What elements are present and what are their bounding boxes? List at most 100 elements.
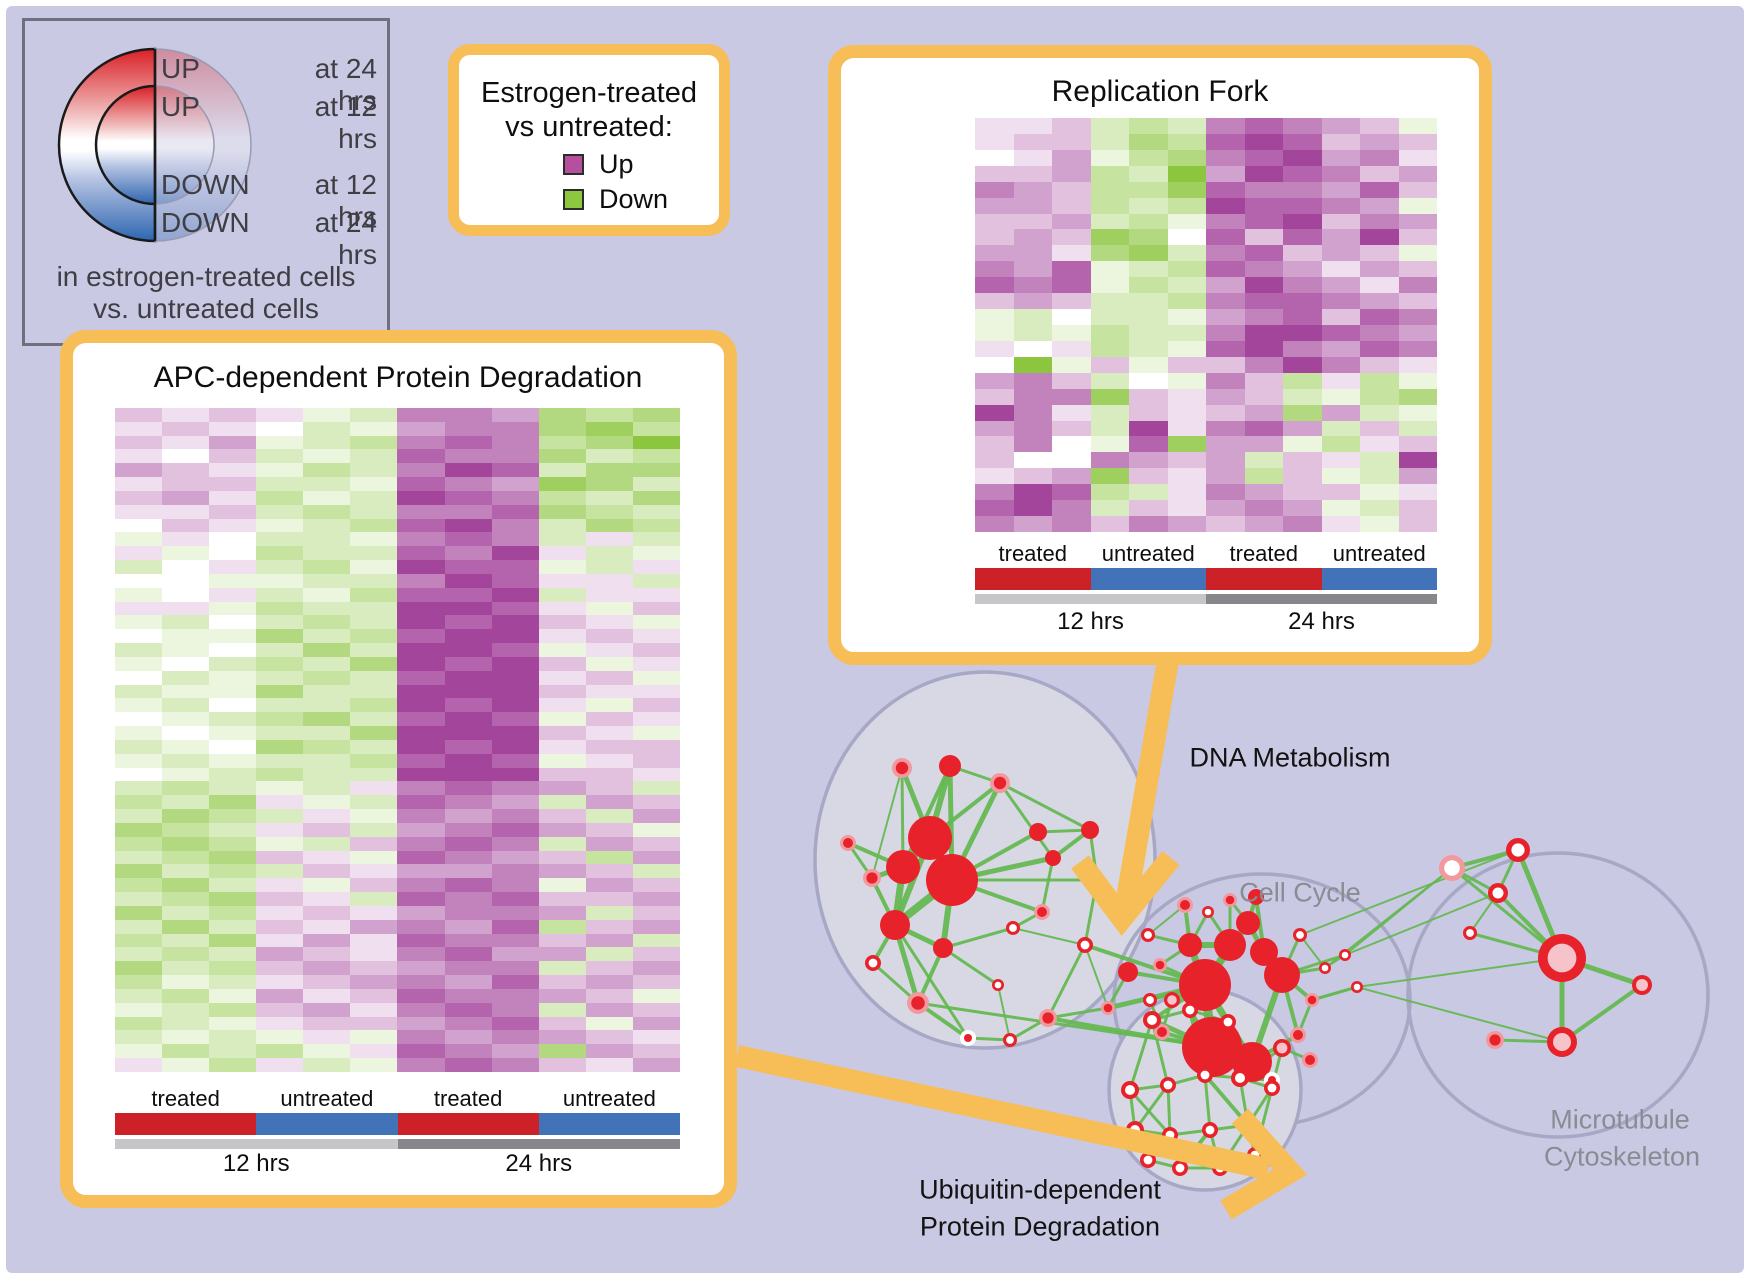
heatmap-cell bbox=[1167, 388, 1206, 405]
heatmap-cell bbox=[1244, 468, 1283, 485]
node-circle bbox=[1009, 924, 1017, 932]
heatmap-cell bbox=[1283, 181, 1322, 198]
heatmap-cell bbox=[585, 809, 633, 823]
network-edge bbox=[1560, 983, 1644, 1044]
network-edge bbox=[997, 984, 1011, 1041]
heatmap-cell bbox=[491, 753, 539, 768]
rf-time-bars bbox=[975, 594, 1437, 604]
heatmap-cell bbox=[303, 988, 351, 1003]
heatmap-cell bbox=[350, 850, 398, 865]
heatmap-cell bbox=[350, 560, 398, 574]
heatmap-cell bbox=[115, 988, 163, 1003]
heatmap-cell bbox=[162, 490, 210, 505]
heatmap-cell bbox=[162, 1016, 210, 1031]
heatmap-cell bbox=[1283, 372, 1322, 389]
heatmap-cell bbox=[1129, 468, 1168, 485]
heatmap-cell bbox=[1360, 181, 1399, 198]
heatmap-cell bbox=[256, 739, 304, 754]
heatmap-cell bbox=[1090, 149, 1129, 166]
heatmap-cell bbox=[397, 1016, 445, 1031]
heatmap-cell bbox=[209, 615, 257, 630]
heatmap-cell bbox=[162, 435, 210, 450]
heatmap-cell bbox=[491, 1058, 539, 1072]
heatmap-cell bbox=[303, 1044, 351, 1059]
heatmap-cell bbox=[1129, 404, 1168, 421]
node-circle bbox=[1029, 823, 1047, 841]
network-node bbox=[1214, 929, 1246, 961]
heatmap-cell bbox=[1013, 452, 1052, 469]
heatmap-cell bbox=[491, 933, 539, 948]
heatmap-cell bbox=[1052, 340, 1091, 357]
condition-label: untreated bbox=[1101, 541, 1195, 566]
heatmap-cell bbox=[303, 822, 351, 837]
time-color-bar bbox=[1206, 594, 1437, 604]
heatmap-cell bbox=[397, 975, 445, 989]
heatmap-cell bbox=[491, 656, 539, 671]
heatmap-cell bbox=[256, 905, 304, 920]
heatmap-cell bbox=[162, 878, 210, 893]
heatmap-cell bbox=[1283, 309, 1322, 325]
heatmap-cell bbox=[1090, 133, 1129, 150]
network-node bbox=[1293, 928, 1307, 942]
heatmap-cell bbox=[585, 850, 633, 865]
heatmap-cell bbox=[444, 809, 492, 823]
heatmap-cell bbox=[256, 822, 304, 837]
heatmap-cell bbox=[115, 615, 163, 630]
heatmap-cell bbox=[209, 546, 257, 561]
network-node bbox=[865, 955, 881, 971]
heatmap-cell bbox=[303, 421, 351, 436]
heatmap-cell bbox=[209, 933, 257, 948]
heatmap-cell bbox=[256, 781, 304, 796]
heatmap-cell bbox=[115, 504, 163, 519]
heatmap-cell bbox=[256, 684, 304, 699]
heatmap-cell bbox=[538, 435, 586, 450]
heatmap-cell bbox=[115, 864, 163, 879]
heatmap-cell bbox=[1090, 277, 1129, 294]
heatmap-cell bbox=[538, 449, 586, 464]
heatmap-cell bbox=[115, 947, 163, 962]
heatmap-cell bbox=[1013, 133, 1052, 150]
heatmap-cell bbox=[1129, 516, 1168, 532]
heatmap-cell bbox=[350, 822, 398, 837]
heatmap-cell bbox=[1244, 452, 1283, 469]
heatmap-cell bbox=[1206, 229, 1245, 246]
node-circle bbox=[993, 776, 1007, 790]
network-node bbox=[1140, 1152, 1156, 1168]
heatmap-cell bbox=[115, 1016, 163, 1031]
heatmap-cell bbox=[162, 408, 210, 422]
heatmap-cell bbox=[209, 809, 257, 823]
heatmap-cell bbox=[303, 463, 351, 478]
node-circle bbox=[1215, 1163, 1225, 1173]
apc-time-bars bbox=[115, 1139, 680, 1149]
network-node bbox=[907, 992, 929, 1014]
heatmap-cell bbox=[162, 504, 210, 519]
heatmap-cell bbox=[1090, 484, 1129, 501]
condition-label: treated bbox=[433, 1086, 503, 1111]
node-circle bbox=[1157, 1027, 1167, 1037]
node-circle bbox=[1165, 1130, 1175, 1140]
heatmap-cell bbox=[491, 975, 539, 989]
heatmap-cell bbox=[115, 878, 163, 893]
heatmap-cell bbox=[397, 864, 445, 879]
heatmap-cell bbox=[1244, 340, 1283, 357]
heatmap-cell bbox=[1052, 516, 1091, 532]
heatmap-cell bbox=[1206, 452, 1245, 469]
heatmap-cell bbox=[491, 463, 539, 478]
heatmap-cell bbox=[397, 573, 445, 588]
heatmap-cell bbox=[1129, 229, 1168, 246]
heatmap-cell bbox=[1398, 181, 1437, 198]
heatmap-cell bbox=[1360, 149, 1399, 166]
heatmap-cell bbox=[975, 500, 1014, 517]
heatmap-cell bbox=[1052, 261, 1091, 278]
heatmap-cell bbox=[350, 629, 398, 644]
heatmap-cell bbox=[350, 795, 398, 810]
legend-up-12-dir: UP bbox=[161, 91, 200, 122]
network-edge bbox=[1046, 1006, 1110, 1020]
heatmap-cell bbox=[115, 892, 163, 906]
condition-color-bar bbox=[397, 1113, 539, 1135]
heatmap-cell bbox=[256, 726, 304, 740]
heatmap-cell bbox=[209, 878, 257, 893]
heatmap-cell bbox=[1283, 340, 1322, 357]
heatmap-cell bbox=[444, 919, 492, 934]
node-circle bbox=[1636, 979, 1648, 991]
